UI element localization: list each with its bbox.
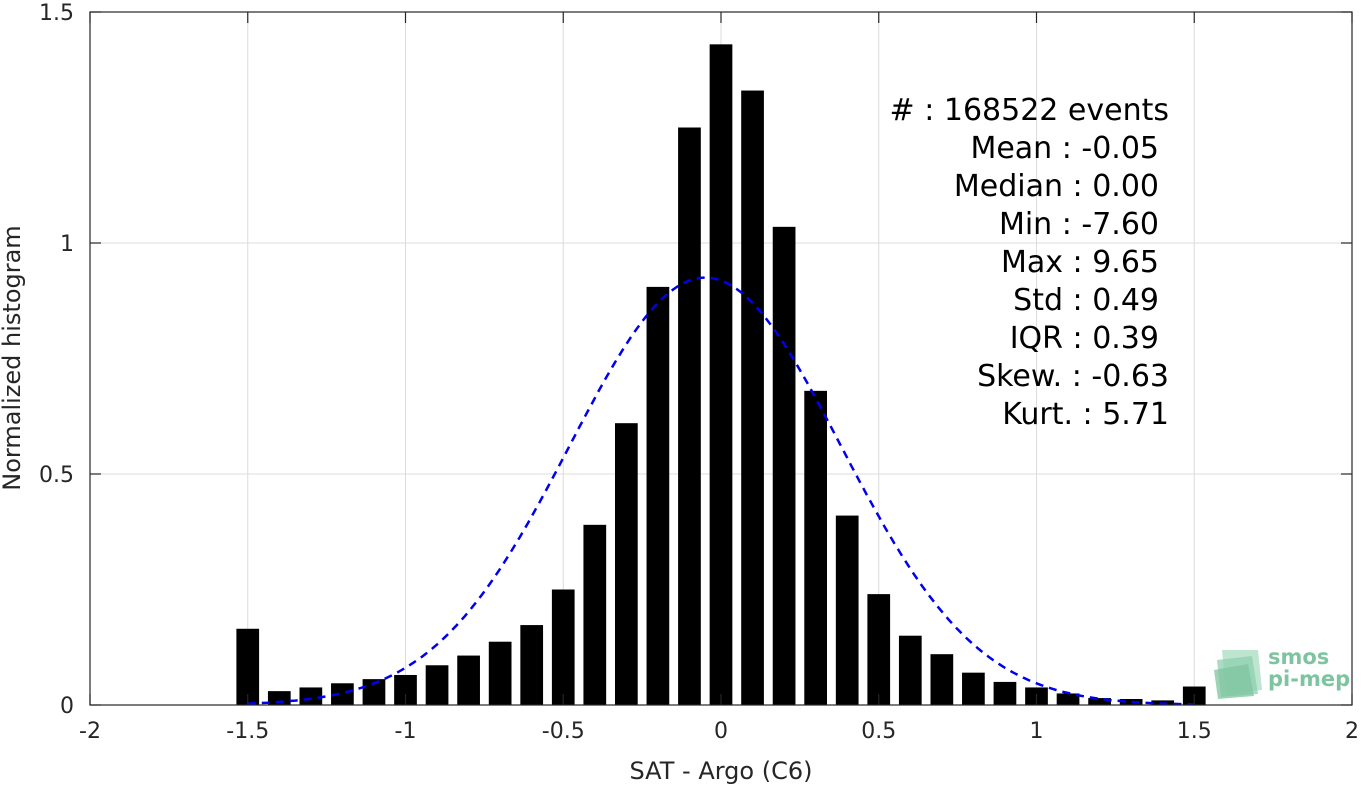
x-tick-label: 0 [714, 719, 728, 744]
histogram-bar [236, 628, 260, 705]
y-tick-label: 0.5 [39, 463, 74, 488]
histogram-bar [1088, 698, 1111, 705]
axis-ticks [89, 11, 1353, 706]
histogram-bar [930, 654, 954, 705]
histogram-bar [1056, 693, 1080, 705]
histogram-bar [267, 691, 291, 705]
histogram-bar [614, 423, 638, 705]
x-tick-label: 2 [1345, 719, 1359, 744]
histogram-bar [362, 679, 386, 705]
histogram-bar [962, 672, 985, 705]
histogram-bar [867, 594, 891, 705]
x-axis-label: SAT - Argo (C6) [630, 757, 813, 785]
histogram-bar [993, 681, 1017, 705]
stats-line: Kurt. : 5.71 [1002, 397, 1169, 432]
x-tick-label: -1.5 [226, 719, 269, 744]
logo-wave-icon [1214, 650, 1262, 699]
logo-text-pi-mep: pi-mep [1268, 667, 1350, 691]
histogram-bar [425, 665, 449, 705]
histogram-bar [331, 683, 354, 705]
stats-line: Std : 0.49 [1013, 283, 1159, 318]
histogram-bar [299, 687, 323, 705]
y-tick-label: 1 [60, 232, 74, 257]
histogram-bar [583, 524, 607, 705]
histogram-bar [772, 226, 796, 705]
y-tick-label: 1.5 [39, 1, 74, 26]
histogram-bar [1119, 698, 1143, 705]
histogram-bar [804, 390, 828, 705]
histogram-bar [551, 589, 575, 705]
logo-text-smos: smos [1268, 645, 1329, 669]
x-tick-labels: -2 -1.5 -1 -0.5 0 0.5 1 1.5 2 [79, 719, 1359, 744]
histogram-bar [835, 515, 859, 705]
y-tick-labels: 0 0.5 1 1.5 [39, 1, 74, 719]
stats-line: Mean : -0.05 [970, 131, 1159, 166]
y-tick-label: 0 [60, 694, 74, 719]
x-tick-label: 1 [1030, 719, 1044, 744]
histogram-bar [741, 90, 764, 706]
stats-line: # : 168522 events [890, 93, 1169, 128]
histogram-bar [520, 625, 544, 705]
gaussian-fit-curve [247, 276, 1195, 706]
x-tick-label: 0.5 [861, 719, 896, 744]
histogram-bar [678, 127, 701, 705]
histogram-bar [898, 635, 922, 705]
x-tick-label: -0.5 [542, 719, 585, 744]
histogram-bars [236, 44, 1206, 706]
stats-line: Skew. : -0.63 [977, 359, 1169, 394]
y-axis-label: Normalized histogram [0, 225, 26, 490]
x-tick-label: -1 [395, 719, 417, 744]
histogram-bar [709, 44, 733, 705]
histogram-bar [394, 674, 417, 705]
stats-line: Min : -7.60 [999, 207, 1159, 242]
x-tick-label: -2 [79, 719, 101, 744]
stats-line: Max : 9.65 [1001, 245, 1159, 280]
x-tick-label: 1.5 [1177, 719, 1212, 744]
histogram-bar [457, 655, 480, 705]
stats-line: Median : 0.00 [954, 169, 1159, 204]
smos-pi-mep-logo: smos pi-mep [1214, 645, 1350, 699]
stats-line: IQR : 0.39 [1010, 321, 1159, 356]
histogram-bar [488, 641, 512, 705]
histogram-bar [646, 286, 670, 705]
